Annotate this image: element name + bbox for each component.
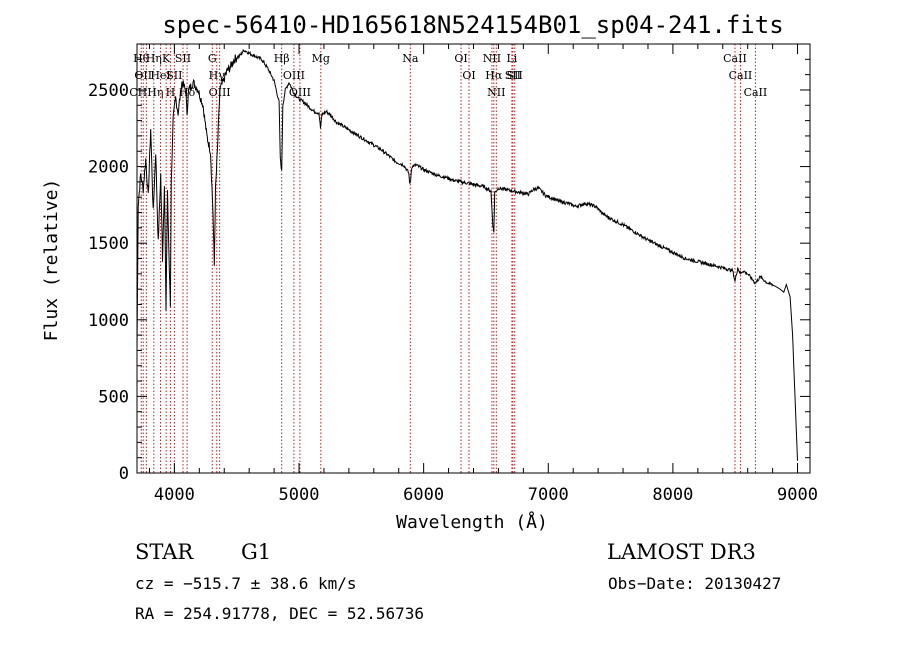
line-label-27: CaII	[729, 69, 753, 82]
line-label-14: OIII	[283, 69, 305, 82]
line-label-24: SII	[505, 69, 521, 82]
line-label-7: SII	[166, 69, 182, 82]
y-tick-label-2000: 2000	[88, 158, 129, 178]
line-label-21: Hα	[485, 69, 503, 82]
line-label-26: CaII	[723, 52, 747, 65]
observation-date: Obs−Date: 20130427	[608, 574, 782, 593]
line-label-13: Hβ	[274, 52, 290, 65]
line-label-4: HeI	[150, 69, 170, 82]
y-axis-label: Flux (relative)	[41, 179, 62, 342]
y-tick-label-500: 500	[98, 387, 129, 407]
chart-title: spec-56410-HD165618N524154B01_sp04-241.f…	[162, 11, 783, 39]
line-label-11: Hγ	[209, 69, 226, 82]
line-label-22: NII	[487, 86, 505, 99]
x-axis-ticks: 4000 5000 6000 7000 8000 9000	[148, 44, 818, 505]
line-label-20: NII	[483, 52, 501, 65]
line-label-8: SII	[175, 52, 191, 65]
line-label-28: CaII	[744, 86, 768, 99]
x-tick-label-7000: 7000	[528, 485, 569, 505]
line-label-5: K	[162, 52, 171, 65]
x-tick-label-4000: 4000	[154, 485, 195, 505]
x-tick-label-6000: 6000	[403, 485, 444, 505]
line-label-16: Mg	[312, 52, 330, 65]
line-label-23: Li	[506, 52, 517, 65]
line-label-6: H	[166, 86, 176, 99]
line-label-1: OII	[134, 69, 152, 82]
line-label-18: OI	[454, 52, 467, 65]
coordinates-readout: RA = 254.91778, DEC = 52.56736	[135, 604, 424, 623]
y-tick-label-1000: 1000	[88, 311, 129, 331]
x-tick-label-5000: 5000	[279, 485, 320, 505]
y-tick-label-0: 0	[119, 464, 129, 484]
line-label-10: G	[208, 52, 217, 65]
plot-frame	[136, 43, 811, 474]
line-label-17: Na	[402, 52, 419, 65]
survey-name: LAMOST DR3	[607, 540, 756, 564]
line-marker-labels: HθOIICHHηHηHeIKHSIISIIHδGHγOIIIHβOIIIOII…	[129, 52, 767, 99]
line-label-3: Hη	[146, 52, 162, 65]
line-label-25: SII	[507, 69, 523, 82]
x-tick-label-8000: 8000	[652, 485, 693, 505]
spectrum-series	[136, 49, 798, 461]
object-class: STAR	[135, 540, 194, 564]
y-tick-label-2500: 2500	[88, 81, 129, 101]
line-markers	[140, 44, 756, 473]
x-tick-label-9000: 9000	[777, 485, 818, 505]
object-subclass: G1	[241, 540, 272, 564]
x-axis-label: Wavelength (Å)	[396, 511, 548, 533]
redshift-readout: cz = −515.7 ± 38.6 km/s	[135, 574, 357, 593]
spectrum-line	[136, 49, 798, 461]
line-label-2: CHHη	[129, 86, 163, 99]
y-axis-ticks: 0 500 1000 1500 2000 2500	[88, 58, 810, 484]
y-tick-label-1500: 1500	[88, 234, 129, 254]
line-label-19: OI	[462, 69, 475, 82]
line-label-15: OIII	[289, 86, 311, 99]
